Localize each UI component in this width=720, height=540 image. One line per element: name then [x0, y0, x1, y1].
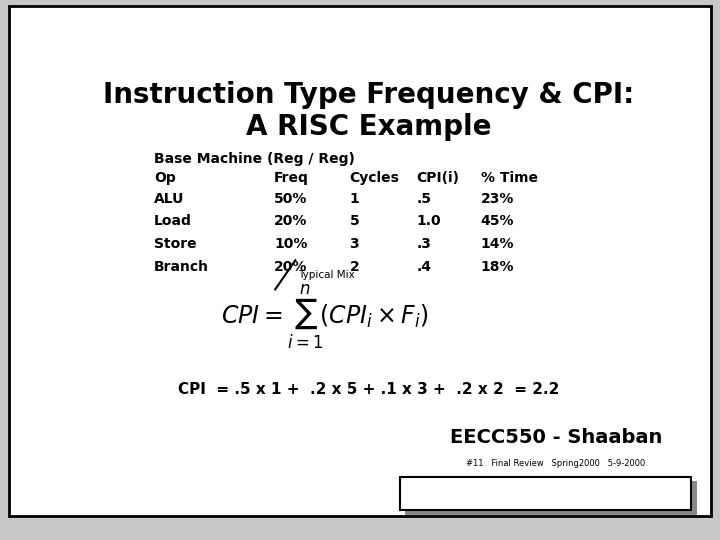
- Text: 20%: 20%: [274, 214, 307, 228]
- Text: CPI  = .5 x 1 +  .2 x 5 + .1 x 3 +  .2 x 2  = 2.2: CPI = .5 x 1 + .2 x 5 + .1 x 3 + .2 x 2 …: [179, 382, 559, 396]
- Text: 18%: 18%: [481, 260, 514, 274]
- Text: Instruction Type Frequency & CPI:: Instruction Type Frequency & CPI:: [104, 82, 634, 110]
- Text: Cycles: Cycles: [349, 171, 400, 185]
- Text: 23%: 23%: [481, 192, 514, 206]
- Text: 2: 2: [349, 260, 359, 274]
- Text: Op: Op: [154, 171, 176, 185]
- Text: 1: 1: [349, 192, 359, 206]
- Text: .5: .5: [416, 192, 431, 206]
- Text: 5: 5: [349, 214, 359, 228]
- Text: % Time: % Time: [481, 171, 538, 185]
- Text: 20%: 20%: [274, 260, 307, 274]
- Text: Base Machine (Reg / Reg): Base Machine (Reg / Reg): [154, 152, 355, 166]
- Text: .3: .3: [416, 238, 431, 251]
- Text: ALU: ALU: [154, 192, 184, 206]
- Text: A RISC Example: A RISC Example: [246, 113, 492, 140]
- Text: .4: .4: [416, 260, 431, 274]
- Text: CPI(i): CPI(i): [416, 171, 459, 185]
- Text: Freq: Freq: [274, 171, 309, 185]
- Text: EECC550 - Shaaban: EECC550 - Shaaban: [450, 428, 662, 447]
- Text: 14%: 14%: [481, 238, 514, 251]
- Text: Branch: Branch: [154, 260, 210, 274]
- Text: Typical Mix: Typical Mix: [298, 270, 355, 280]
- Text: #11   Final Review   Spring2000   5-9-2000: #11 Final Review Spring2000 5-9-2000: [467, 458, 646, 468]
- Text: 3: 3: [349, 238, 359, 251]
- Text: 45%: 45%: [481, 214, 514, 228]
- Text: $CPI = \sum_{i=1}^{n}\!\left(CPI_i \times F_i\right)$: $CPI = \sum_{i=1}^{n}\!\left(CPI_i \time…: [220, 282, 428, 350]
- Text: Load: Load: [154, 214, 192, 228]
- Text: Store: Store: [154, 238, 197, 251]
- Text: 10%: 10%: [274, 238, 307, 251]
- Text: 50%: 50%: [274, 192, 307, 206]
- Text: 1.0: 1.0: [416, 214, 441, 228]
